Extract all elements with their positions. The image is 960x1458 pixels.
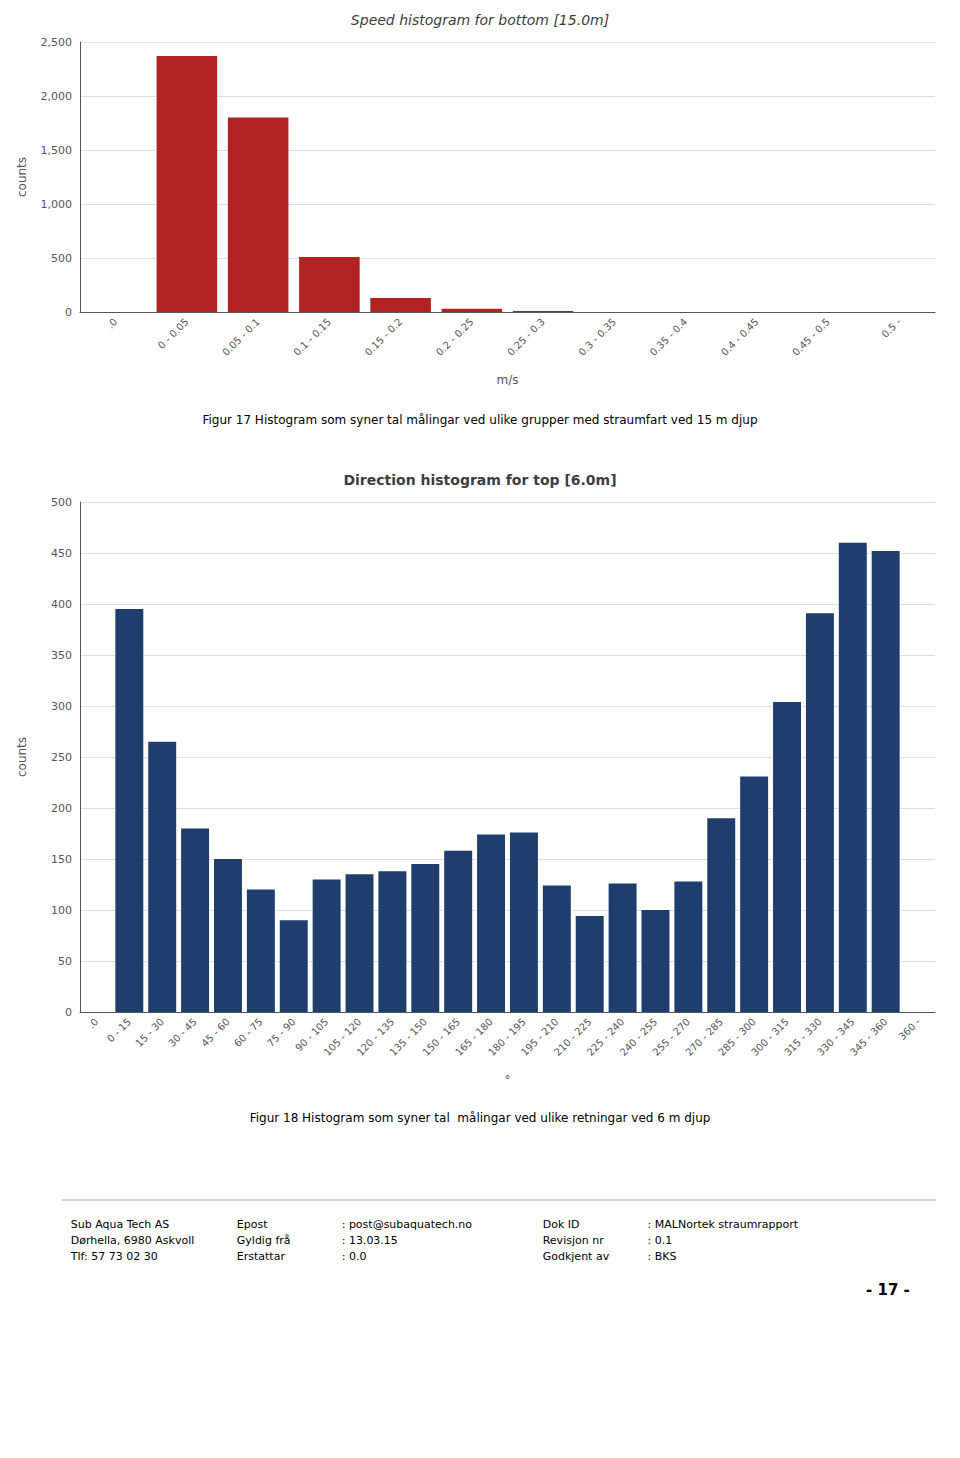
svg-text:90 - 105: 90 - 105 [293,1016,331,1054]
svg-text:270 - 285: 270 - 285 [683,1016,726,1058]
svg-text:0.45 - 0.5: 0.45 - 0.5 [790,316,832,358]
svg-text:15 - 30: 15 - 30 [133,1016,166,1049]
svg-text:120 - 135: 120 - 135 [354,1016,397,1058]
svg-text:0: 0 [65,306,72,319]
svg-text:450: 450 [51,547,72,560]
svg-text:255 - 270: 255 - 270 [650,1016,693,1058]
svg-text:1,000: 1,000 [41,198,73,211]
svg-text:m/s: m/s [497,373,519,387]
svg-text:Tlf: 57 73 02 30: Tlf: 57 73 02 30 [70,1250,158,1263]
svg-text:285 - 300: 285 - 300 [716,1016,758,1058]
svg-text:2,000: 2,000 [41,90,73,103]
svg-text:0: 0 [65,1006,72,1019]
svg-text:105 - 120: 105 - 120 [321,1016,364,1058]
svg-text:60 - 75: 60 - 75 [232,1016,265,1049]
svg-text:°: ° [505,1073,511,1087]
svg-text:0.5 -: 0.5 - [879,316,903,340]
svg-text:- 17 -: - 17 - [866,1281,910,1299]
svg-text:: 0.1: : 0.1 [648,1234,673,1247]
svg-text:counts: counts [15,157,29,197]
svg-text:240 - 255: 240 - 255 [617,1016,660,1058]
svg-text:0.2 - 0.25: 0.2 - 0.25 [434,316,476,358]
svg-text:: post@subaquatech.no: : post@subaquatech.no [342,1218,473,1231]
svg-text:500: 500 [51,252,72,265]
svg-text:135 - 150: 135 - 150 [387,1016,430,1058]
svg-text:0.35 - 0.4: 0.35 - 0.4 [648,316,690,358]
svg-text:200: 200 [51,802,72,815]
svg-text:Revisjon nr: Revisjon nr [543,1234,604,1247]
svg-text:Epost: Epost [237,1218,268,1231]
svg-text:210 - 225: 210 - 225 [551,1016,594,1058]
svg-text:0.3 - 0.35: 0.3 - 0.35 [577,316,619,358]
svg-text:165 - 180: 165 - 180 [453,1016,495,1058]
svg-text:300: 300 [51,700,72,713]
svg-text:150: 150 [51,853,72,866]
svg-text:300 - 315: 300 - 315 [749,1016,791,1058]
svg-text:Figur 17 Histogram som syner t: Figur 17 Histogram som syner tal målinga… [202,413,757,427]
svg-text:Sub Aqua Tech AS: Sub Aqua Tech AS [71,1218,170,1231]
svg-text:0.1 - 0.15: 0.1 - 0.15 [292,316,334,358]
svg-text:50: 50 [58,955,72,968]
svg-text:Speed histogram for bottom [15: Speed histogram for bottom [15.0m] [351,12,609,28]
svg-text:1,500: 1,500 [41,144,73,157]
svg-text:0.25 - 0.3: 0.25 - 0.3 [505,316,547,358]
svg-text:0.4 - 0.45: 0.4 - 0.45 [719,316,761,358]
svg-text:0 - 0.05: 0 - 0.05 [156,316,191,351]
svg-text:75 - 90: 75 - 90 [265,1016,298,1049]
svg-text:2,500: 2,500 [41,36,73,49]
svg-text:: BKS: : BKS [648,1250,677,1263]
svg-text:Dørhella, 6980 Askvoll: Dørhella, 6980 Askvoll [71,1234,195,1247]
svg-text:345 - 360: 345 - 360 [848,1016,890,1058]
svg-text:315 - 330: 315 - 330 [782,1016,824,1058]
svg-text:Dok ID: Dok ID [543,1218,580,1231]
svg-text:250: 250 [51,751,72,764]
svg-text:: MALNortek straumrapport: : MALNortek straumrapport [648,1218,799,1231]
svg-text:195 - 210: 195 - 210 [518,1016,561,1058]
svg-text:100: 100 [51,904,72,917]
svg-text:0 - 15: 0 - 15 [105,1016,133,1044]
svg-text:45 - 60: 45 - 60 [199,1016,232,1049]
svg-text:: 13.03.15: : 13.03.15 [342,1234,398,1247]
svg-text:Godkjent av: Godkjent av [543,1250,610,1263]
svg-text:Gyldig frå: Gyldig frå [237,1234,291,1247]
svg-text:0.15 - 0.2: 0.15 - 0.2 [363,316,405,358]
svg-text:Figur 18 Histogram som syner t: Figur 18 Histogram som syner tal målinga… [250,1111,711,1125]
svg-text:500: 500 [51,496,72,509]
svg-text:30 - 45: 30 - 45 [166,1016,199,1049]
svg-text:400: 400 [51,598,72,611]
svg-text:Direction histogram for top [6: Direction histogram for top [6.0m] [343,472,616,488]
svg-text:0.05 - 0.1: 0.05 - 0.1 [220,316,262,358]
svg-text:225 - 240: 225 - 240 [584,1016,627,1058]
svg-text:counts: counts [15,737,29,777]
svg-text:150 - 165: 150 - 165 [420,1016,463,1058]
svg-text:350: 350 [51,649,72,662]
svg-text:.0: .0 [86,1016,101,1031]
svg-text:: 0.0: : 0.0 [342,1250,367,1263]
svg-text:Erstattar: Erstattar [237,1250,286,1263]
svg-text:360 -: 360 - [896,1016,922,1042]
svg-text:330 - 345: 330 - 345 [814,1016,857,1058]
svg-text:.0: .0 [105,316,120,331]
svg-text:180 - 195: 180 - 195 [486,1016,528,1058]
